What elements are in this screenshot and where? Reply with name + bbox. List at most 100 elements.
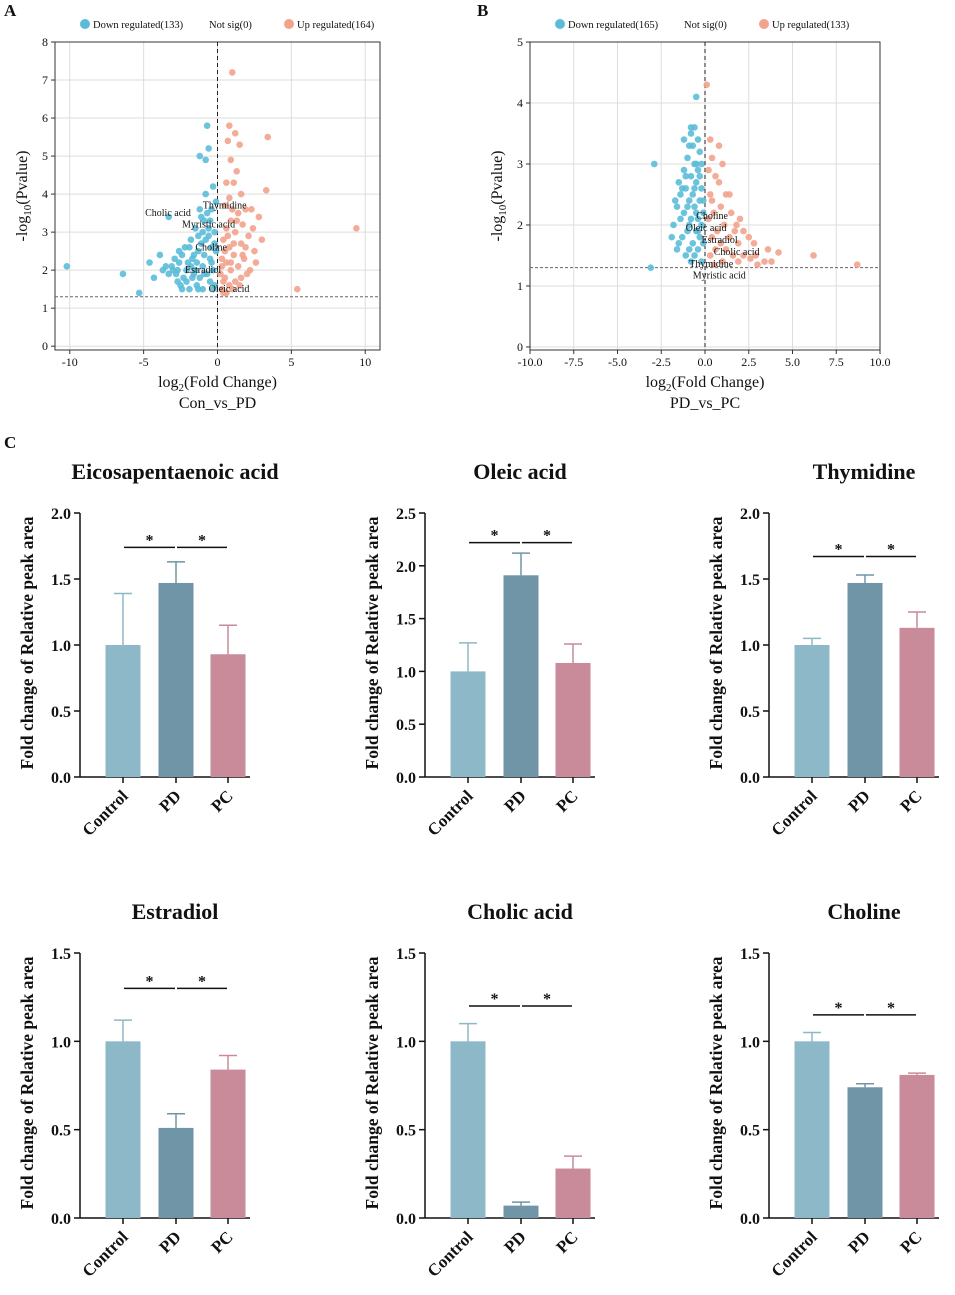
x-tick-label: 0.0	[698, 355, 713, 369]
y-axis-title: Fold change of Relative peak area	[706, 956, 726, 1209]
y-tick-label: 7	[42, 73, 48, 87]
down-regulated-point	[190, 251, 198, 259]
bar-pc	[555, 1168, 591, 1218]
down-regulated-point	[687, 130, 695, 137]
down-regulated-point	[205, 225, 212, 232]
legend-notsig-label: Not sig(0)	[684, 20, 727, 31]
x-category-label: PD	[155, 786, 184, 815]
up-regulated-point	[248, 206, 255, 213]
up-regulated-point	[231, 129, 239, 137]
up-regulated-point	[230, 179, 238, 186]
x-category-label: Control	[768, 1227, 821, 1280]
down-regulated-point	[694, 215, 702, 223]
down-regulated-point	[682, 172, 690, 180]
down-regulated-point	[696, 148, 704, 156]
down-regulated-point	[183, 278, 190, 285]
y-axis-title: Fold change of Relative peak area	[17, 956, 37, 1209]
legend-up-marker	[284, 19, 294, 29]
y-tick-label: 2.0	[396, 559, 416, 576]
up-regulated-point	[705, 166, 712, 174]
up-regulated-point	[719, 258, 726, 265]
x-tick-label: -7.5	[564, 355, 583, 369]
up-regulated-point	[745, 233, 753, 241]
up-regulated-point	[713, 227, 721, 235]
down-regulated-point	[680, 209, 688, 217]
x-category-label: PD	[500, 1227, 529, 1256]
bar-control	[450, 671, 486, 777]
x-tick-label: 0	[215, 355, 221, 369]
up-regulated-point	[228, 285, 236, 293]
panel-letter-a: A	[4, 1, 17, 20]
up-regulated-point	[218, 263, 226, 270]
up-regulated-point	[245, 232, 252, 240]
down-regulated-point	[692, 178, 700, 186]
comparison-subtitle: Con_vs_PD	[179, 395, 256, 412]
up-regulated-point	[220, 278, 227, 285]
up-regulated-point	[227, 217, 235, 225]
up-regulated-point	[226, 244, 233, 251]
down-regulated-point	[194, 247, 202, 255]
down-regulated-point	[699, 209, 707, 217]
significance-star: *	[491, 991, 499, 1008]
up-regulated-point	[706, 136, 714, 143]
bar-pd	[158, 582, 194, 777]
up-regulated-point	[255, 213, 263, 221]
up-regulated-point	[231, 228, 239, 236]
y-tick-label: 0.0	[51, 1211, 71, 1228]
up-regulated-point	[293, 285, 301, 293]
down-regulated-point	[186, 285, 193, 293]
up-regulated-point	[220, 289, 227, 297]
x-category-label: Control	[79, 786, 132, 839]
up-regulated-point	[736, 215, 744, 223]
down-regulated-point	[169, 266, 177, 274]
down-regulated-point	[165, 213, 173, 221]
down-regulated-point	[211, 240, 218, 247]
down-regulated-point	[687, 124, 695, 131]
up-regulated-point	[258, 236, 266, 244]
down-regulated-point	[174, 278, 181, 285]
significance-star: *	[198, 532, 206, 549]
up-regulated-point	[708, 233, 716, 241]
legend-down-label: Down regulated(165)	[568, 20, 659, 31]
y-tick-label: 0	[42, 339, 48, 353]
x-tick-label: -10	[62, 355, 78, 369]
chart-title: Eicosapentaenoic acid	[71, 459, 278, 484]
y-tick-label: 0.5	[740, 704, 760, 721]
metabolite-annotation: Estradiol	[185, 265, 221, 276]
x-category-label: PC	[552, 1227, 581, 1256]
bar-pd	[847, 582, 883, 777]
down-regulated-point	[675, 239, 683, 247]
y-tick-label: 5	[517, 35, 523, 49]
up-regulated-point	[264, 133, 272, 141]
y-axis-title: Fold change of Relative peak area	[362, 516, 382, 769]
down-regulated-point	[694, 227, 702, 235]
y-tick-label: 2	[42, 263, 48, 277]
x-category-label: PD	[844, 786, 873, 815]
y-tick-label: 1.0	[396, 1034, 416, 1051]
y-axis-title: Fold change of Relative peak area	[17, 516, 37, 769]
up-regulated-point	[231, 278, 239, 285]
significance-star: *	[491, 528, 499, 545]
down-regulated-point	[209, 183, 217, 190]
up-regulated-point	[221, 202, 229, 209]
bar-control	[105, 1041, 141, 1218]
x-tick-label: 5	[288, 355, 294, 369]
down-regulated-point	[203, 122, 211, 129]
metabolite-annotation: Myristic acid	[182, 220, 235, 231]
up-regulated-point	[810, 252, 817, 259]
y-tick-label: 8	[42, 35, 48, 49]
y-tick-label: 0.0	[740, 1211, 760, 1228]
down-regulated-point	[698, 185, 705, 192]
x-category-label: PC	[207, 1227, 236, 1256]
up-regulated-point	[234, 209, 242, 217]
down-regulated-point	[135, 289, 143, 297]
down-regulated-point	[670, 221, 677, 229]
metabolite-annotation: Cholic acid	[714, 247, 760, 258]
down-regulated-point	[696, 233, 704, 241]
up-regulated-point	[719, 160, 726, 168]
down-regulated-point	[193, 259, 201, 266]
down-regulated-point	[677, 215, 684, 223]
y-tick-label: 1.0	[51, 638, 71, 655]
x-tick-label: -2.5	[652, 355, 671, 369]
